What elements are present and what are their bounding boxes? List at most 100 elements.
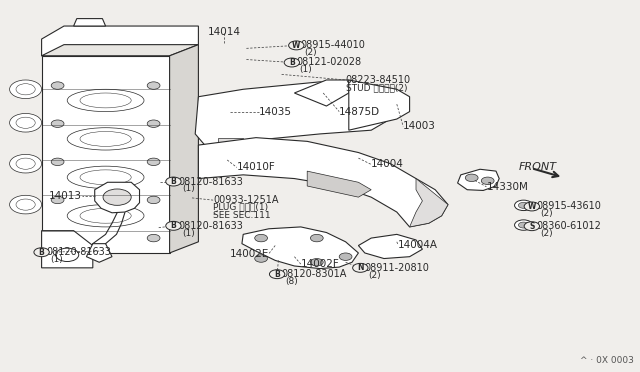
Circle shape [339,253,352,260]
Polygon shape [294,80,349,106]
Polygon shape [458,169,499,190]
Text: FRONT: FRONT [518,162,556,171]
Circle shape [518,222,529,228]
Text: 08915-43610: 08915-43610 [536,202,601,211]
Text: B: B [275,270,280,279]
Text: W: W [292,41,301,50]
Text: (2): (2) [540,209,553,218]
Polygon shape [307,171,371,197]
Text: (1): (1) [182,229,195,238]
Polygon shape [218,138,243,153]
Text: S: S [529,222,534,231]
Text: (2): (2) [369,271,381,280]
Circle shape [166,177,181,186]
Circle shape [284,58,300,67]
Polygon shape [42,231,93,268]
Polygon shape [86,244,112,262]
Text: SEE SEC.111: SEE SEC.111 [213,211,271,220]
Circle shape [166,221,181,230]
Polygon shape [275,149,301,164]
Text: 14003: 14003 [403,122,436,131]
Text: 14330M: 14330M [486,182,528,192]
Text: PLUG プラグ(1): PLUG プラグ(1) [213,203,268,212]
Text: 14002F: 14002F [301,259,340,269]
Circle shape [515,220,532,230]
Circle shape [524,222,540,231]
Circle shape [310,259,323,266]
Circle shape [147,234,160,242]
Text: B: B [39,248,44,257]
Text: 08120-81633: 08120-81633 [178,177,243,186]
Text: B: B [171,177,176,186]
Circle shape [10,113,42,132]
Circle shape [518,202,529,208]
Circle shape [51,196,64,203]
Polygon shape [242,227,358,269]
Text: 08120-81633: 08120-81633 [46,247,111,257]
Text: 00933-1251A: 00933-1251A [213,195,278,205]
Circle shape [34,248,49,257]
Text: 14014: 14014 [207,27,241,37]
Polygon shape [256,145,282,160]
Circle shape [51,158,64,166]
Circle shape [10,80,42,99]
Circle shape [353,263,368,272]
Text: STUD スタッド(2): STUD スタッド(2) [346,83,407,92]
Polygon shape [95,182,140,213]
Text: 08223-84510: 08223-84510 [346,75,411,85]
Circle shape [255,255,268,262]
Polygon shape [410,179,448,227]
Text: 08915-44010: 08915-44010 [301,41,365,50]
Circle shape [310,234,323,242]
Circle shape [51,234,64,242]
Text: (8): (8) [285,277,298,286]
Polygon shape [349,80,410,130]
Circle shape [289,41,304,50]
Polygon shape [358,234,422,259]
Polygon shape [42,56,170,253]
Circle shape [515,200,532,211]
Polygon shape [170,45,198,253]
Circle shape [10,195,42,214]
Text: 08911-20810: 08911-20810 [365,263,429,273]
Text: 08120-81633: 08120-81633 [178,221,243,231]
Circle shape [51,82,64,89]
Text: 14035: 14035 [259,107,292,116]
Text: 14013: 14013 [49,192,82,201]
Text: (2): (2) [305,48,317,57]
Polygon shape [198,138,448,227]
Text: B: B [171,221,176,230]
Text: 14875D: 14875D [339,107,380,116]
Text: 08121-02028: 08121-02028 [296,58,362,67]
Text: 14002E: 14002E [229,249,269,259]
Circle shape [147,82,160,89]
Polygon shape [42,45,198,56]
Polygon shape [74,19,106,26]
Circle shape [147,120,160,127]
Circle shape [465,174,478,182]
Circle shape [481,177,494,185]
Text: N: N [357,263,364,272]
Text: W: W [527,202,536,211]
Text: (1): (1) [300,65,312,74]
Text: B: B [289,58,294,67]
Text: (2): (2) [540,229,553,238]
Text: (1): (1) [50,255,63,264]
Text: 14004A: 14004A [398,240,438,250]
Circle shape [51,120,64,127]
Circle shape [269,270,285,279]
Circle shape [56,248,79,262]
Polygon shape [195,82,397,145]
Circle shape [524,202,540,211]
Polygon shape [237,141,262,156]
Text: 14010F: 14010F [237,163,276,172]
Text: 08120-8301A: 08120-8301A [282,269,347,279]
Text: (1): (1) [182,185,195,193]
Circle shape [255,234,268,242]
Polygon shape [42,26,198,56]
Circle shape [147,158,160,166]
Text: 14004: 14004 [371,160,404,169]
Text: 08360-61012: 08360-61012 [536,221,601,231]
Circle shape [10,154,42,173]
Circle shape [103,189,131,205]
